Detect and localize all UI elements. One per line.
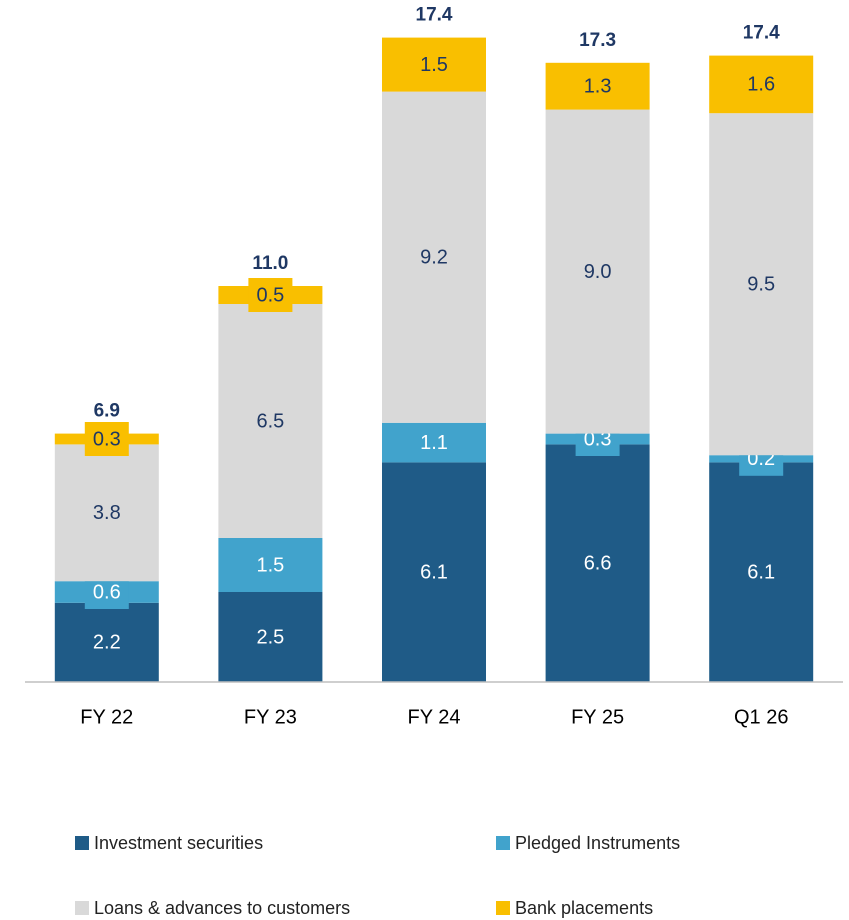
x-tick-label: Q1 26 xyxy=(734,706,788,728)
data-label: 0.5 xyxy=(256,284,284,306)
bar-segment xyxy=(54,444,159,582)
bar-segment xyxy=(382,422,486,463)
data-label: 0.6 xyxy=(93,581,121,603)
data-label: 1.5 xyxy=(420,54,448,76)
data-label: 6.6 xyxy=(584,552,612,574)
data-label: 6.5 xyxy=(256,410,284,432)
data-label: 3.8 xyxy=(93,502,121,524)
data-label: 2.5 xyxy=(256,626,284,648)
bar-segment xyxy=(709,113,814,456)
bar-segment xyxy=(54,602,159,682)
data-label: 6.1 xyxy=(747,561,775,583)
label-box xyxy=(84,422,129,456)
legend-swatch xyxy=(75,836,89,850)
x-tick-label: FY 22 xyxy=(80,706,133,728)
legend-label: Bank placements xyxy=(515,898,653,918)
data-label: 9.5 xyxy=(747,273,775,295)
total-label: 11.0 xyxy=(252,253,288,274)
x-tick-label: FY 23 xyxy=(244,706,297,728)
bar-segment xyxy=(218,592,323,682)
data-label: 0.3 xyxy=(584,428,612,450)
data-label: 0.3 xyxy=(93,428,121,450)
data-label: 9.0 xyxy=(584,261,612,283)
bar-segment xyxy=(545,444,650,682)
data-label: 1.6 xyxy=(747,74,775,96)
bar-segment xyxy=(545,62,650,110)
x-tick-label: FY 24 xyxy=(408,706,461,728)
bar-segment xyxy=(382,91,486,423)
legend-swatch xyxy=(75,901,89,915)
data-label: 6.1 xyxy=(420,561,448,583)
legend-swatch xyxy=(496,901,510,915)
bar-segment xyxy=(382,462,486,682)
legend-swatch xyxy=(496,836,510,850)
bar-segment xyxy=(218,304,323,538)
data-label: 2.2 xyxy=(93,632,121,654)
data-label: 9.2 xyxy=(420,246,448,268)
x-tick-label: FY 25 xyxy=(571,706,624,728)
data-label: 1.5 xyxy=(256,554,284,576)
label-box xyxy=(248,278,293,312)
bar-segment xyxy=(545,109,650,434)
total-label: 17.3 xyxy=(579,30,616,51)
total-label: 6.9 xyxy=(94,401,120,422)
legend-label: Investment securities xyxy=(94,833,263,853)
total-label: 17.4 xyxy=(743,23,780,44)
total-label: 17.4 xyxy=(416,5,453,26)
bar-segment xyxy=(709,55,814,114)
legend-label: Pledged Instruments xyxy=(515,833,680,853)
bar-segment xyxy=(218,538,323,592)
data-label: 1.3 xyxy=(584,75,612,97)
bar-segment xyxy=(709,462,814,682)
legend-label: Loans & advances to customers xyxy=(94,898,350,918)
bar-segment xyxy=(382,37,486,92)
data-label: 1.1 xyxy=(420,432,448,454)
